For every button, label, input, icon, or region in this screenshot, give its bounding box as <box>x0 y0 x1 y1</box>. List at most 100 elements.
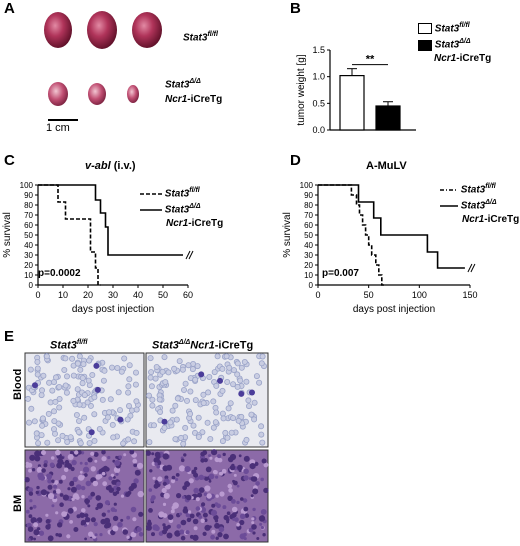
blood-cell <box>33 430 40 437</box>
chart-c-legend-floxed: Stat3fl/fl <box>140 184 223 200</box>
blood-cell <box>148 369 155 376</box>
blood-cell <box>172 402 179 409</box>
marrow-cell <box>167 514 174 520</box>
marrow-cell <box>204 524 211 531</box>
marrow-cell <box>193 487 199 494</box>
marrow-cell <box>252 507 256 512</box>
marrow-cell <box>210 509 218 516</box>
marrow-cell <box>67 507 74 514</box>
blood-cell <box>118 368 125 375</box>
marrow-cell <box>171 475 176 480</box>
blood-cell <box>259 353 266 360</box>
blood-cell <box>146 392 153 399</box>
marrow-cell <box>130 531 137 538</box>
marrow-cell <box>117 521 123 528</box>
leukocyte <box>94 386 101 393</box>
marrow-cell <box>99 533 103 537</box>
marrow-cell <box>232 479 236 483</box>
marrow-cell <box>33 529 40 536</box>
marrow-cell <box>116 481 121 487</box>
marrow-cell <box>67 487 71 491</box>
blood-cell <box>258 360 265 367</box>
marrow-cell <box>77 450 82 455</box>
marrow-cell <box>83 466 90 473</box>
marrow-cell <box>63 467 69 473</box>
marrow-cell <box>161 487 167 494</box>
marrow-cell <box>198 515 203 519</box>
blood-cell <box>38 392 45 399</box>
marrow-cell <box>162 481 167 486</box>
marrow-cell <box>66 534 71 539</box>
x-tick-label: 50 <box>364 290 374 300</box>
marrow-cell <box>188 478 194 484</box>
blood-cell <box>227 400 234 407</box>
marrow-cell <box>205 466 212 473</box>
blood-cell <box>64 373 71 380</box>
marrow-cell <box>182 508 189 514</box>
marrow-cell <box>176 524 182 529</box>
marrow-cell <box>240 497 244 501</box>
marrow-cell <box>162 502 167 506</box>
marrow-cell <box>204 485 211 492</box>
marrow-cell <box>236 500 240 505</box>
marrow-cell <box>104 500 110 506</box>
marrow-cell <box>244 513 250 518</box>
survival-curve <box>318 184 465 269</box>
marrow-cell <box>192 534 199 541</box>
y-tick-label: 0.0 <box>312 125 325 135</box>
blood-cell <box>76 353 83 360</box>
marrow-cell <box>27 487 34 493</box>
blood-cell <box>91 394 98 401</box>
marrow-cell <box>25 464 29 468</box>
blood-cell <box>34 359 41 365</box>
marrow-cell <box>150 497 155 502</box>
blood-cell <box>162 379 169 386</box>
blood-cell <box>149 396 156 403</box>
marrow-cell <box>239 519 245 526</box>
blood-cell <box>89 371 96 378</box>
marrow-cell <box>40 489 47 496</box>
marrow-cell <box>164 475 169 480</box>
y-tick-label: 1.0 <box>312 72 325 82</box>
marrow-cell <box>47 493 55 500</box>
blood-cell <box>214 353 221 360</box>
blood-cell <box>61 366 68 373</box>
marrow-cell <box>215 494 219 498</box>
marrow-cell <box>152 524 159 531</box>
tumor-wt-1 <box>44 12 72 48</box>
blood-cell <box>194 363 201 370</box>
marrow-cell <box>138 532 144 537</box>
blood-cell <box>34 371 41 378</box>
marrow-cell <box>190 496 194 500</box>
marrow-cell <box>85 480 92 487</box>
blood-cell <box>200 400 207 407</box>
marrow-cell <box>166 525 170 530</box>
blood-cell <box>49 387 56 394</box>
tumor-ko-1 <box>48 82 68 106</box>
marrow-cell <box>226 511 231 515</box>
marrow-cell <box>218 526 225 533</box>
marrow-cell <box>180 519 187 526</box>
y-tick-label: 50 <box>304 231 313 240</box>
blood-cell <box>39 415 46 422</box>
marrow-cell <box>95 474 102 480</box>
marrow-cell <box>149 469 153 473</box>
marrow-cell <box>81 508 86 513</box>
blood-cell <box>219 365 226 372</box>
blood-cell <box>59 432 66 439</box>
blood-cell <box>45 410 52 417</box>
marrow-cell <box>249 463 256 470</box>
marrow-cell <box>260 509 267 515</box>
marrow-cell <box>79 470 83 474</box>
marrow-cell <box>208 473 215 480</box>
marrow-cell <box>211 529 216 534</box>
marrow-cell <box>133 478 139 484</box>
marrow-cell <box>84 461 88 466</box>
y-tick-label: 0 <box>29 281 34 290</box>
y-tick-label: 40 <box>304 241 313 250</box>
marrow-cell <box>34 450 41 457</box>
marrow-cell <box>204 476 209 481</box>
blood-cell <box>46 379 53 386</box>
x-tick-label: 10 <box>58 290 68 300</box>
survival-curve <box>38 184 101 286</box>
